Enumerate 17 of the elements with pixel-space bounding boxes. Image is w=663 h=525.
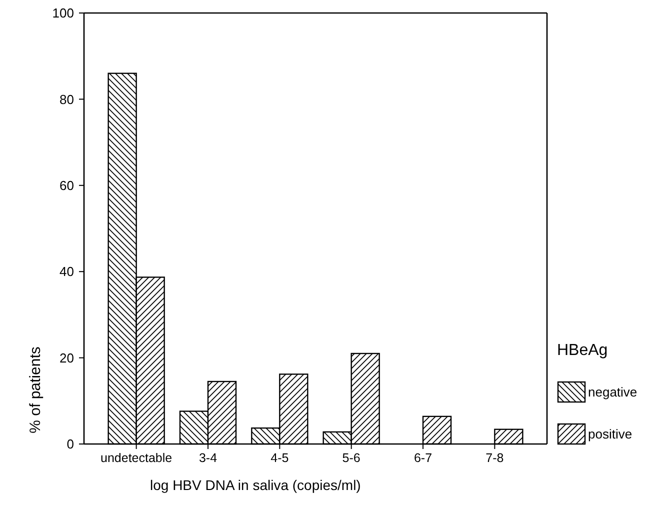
x-tick-label: 5-6 [342,451,360,465]
legend-label: negative [588,384,638,400]
y-tick-label: 0 [66,436,74,452]
y-tick-label: 40 [60,264,74,280]
legend-title: HBeAg [557,342,608,359]
x-tick-label: 7-8 [486,451,504,465]
x-tick-label: 6-7 [414,451,432,465]
x-tick-label: undetectable [100,451,172,465]
x-axis-title: log HBV DNA in saliva (copies/ml) [150,477,361,493]
x-tick-label: 4-5 [270,451,289,465]
y-tick-label: 100 [52,6,74,21]
legend-label: positive [588,426,632,442]
y-tick-label: 60 [60,178,74,193]
y-axis-title: % of patients [27,346,44,434]
x-tick-label: 3-4 [198,451,218,465]
y-tick-label: 20 [60,350,74,366]
y-tick-label: 80 [60,92,74,107]
